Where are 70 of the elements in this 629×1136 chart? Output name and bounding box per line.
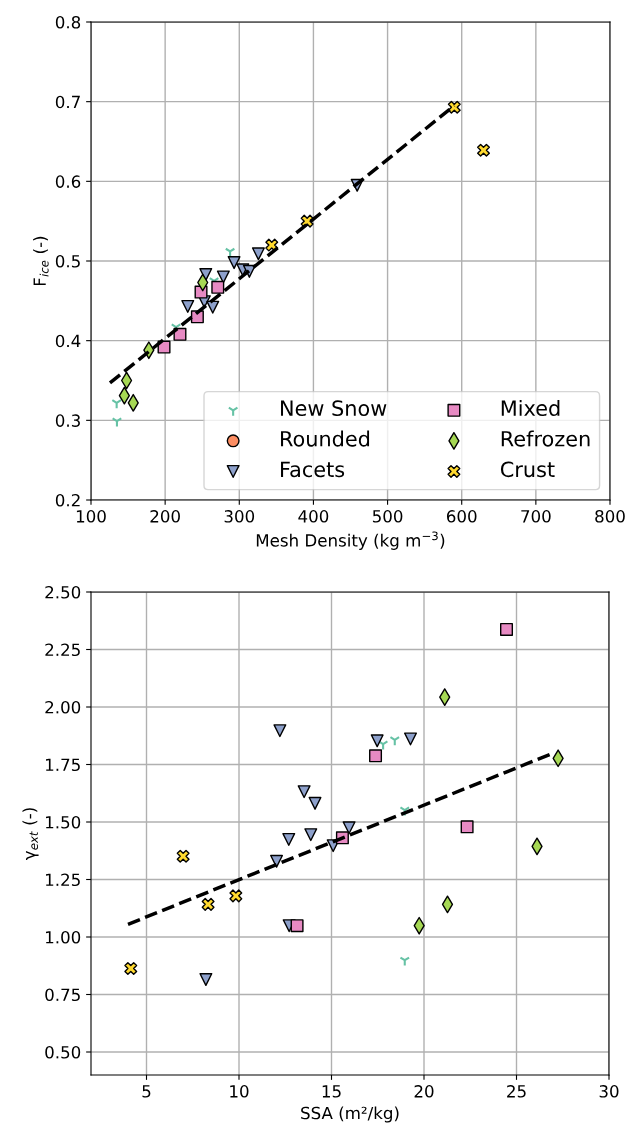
y-tick-label: 0.2 [55,493,80,507]
point [297,785,311,799]
point [176,849,190,863]
y-tick-label: 1.00 [46,930,81,944]
x-tick-label: 10 [230,1085,249,1098]
point [270,854,284,868]
legend-label: Rounded [281,430,370,447]
x-axis-title: SSA (m²/kg) [301,1106,399,1123]
y-axis-title: F$_{ice}$ (-) [33,236,49,286]
legend-label: Facets [281,461,345,478]
y-tick-label: 2.25 [45,643,80,657]
x-axis-title: Mesh Density (kg m$^{−3}$) [256,531,445,550]
point [216,270,230,284]
y-tick-label: 0.50 [45,1045,81,1059]
point [251,247,265,261]
point [447,100,461,114]
point [282,832,296,846]
point [369,749,383,763]
x-tick-label: 600 [446,510,477,523]
point [477,143,491,157]
x-tick-label: 25 [507,1085,526,1098]
point [370,734,384,748]
y-tick-label: 0.7 [55,95,80,109]
y-tick-label: 2.00 [45,700,81,714]
y-tick-label: 0.75 [45,988,80,1002]
y-axis-title: γ$_{ext}$ (-) [22,808,39,860]
y-tick-label: 0.3 [55,414,80,427]
y-tick-label: 1.75 [46,758,80,772]
point [500,622,514,636]
y-tick-label: 0.6 [55,175,81,188]
point [206,300,220,314]
point [399,956,411,967]
x-tick-label: 30 [599,1085,619,1098]
point [403,732,417,746]
point [111,399,122,410]
y-tick-label: 0.8 [55,15,81,29]
y-tick-label: 0.4 [55,334,81,348]
point [211,280,225,294]
x-tick-label: 400 [298,510,329,523]
y-tick-label: 2.50 [45,585,81,599]
x-tick-label: 500 [372,510,403,523]
point [111,417,123,428]
point [389,736,401,747]
point [304,828,318,842]
x-tick-label: 20 [414,1085,434,1098]
legend-label: New Snow [281,400,387,417]
x-tick-label: 300 [224,510,255,523]
point [308,796,322,810]
point [460,820,474,834]
point [199,973,213,987]
point [342,821,356,835]
x-tick-label: 15 [322,1085,341,1098]
x-tick-label: 700 [521,510,551,523]
point [290,919,304,933]
point [227,256,241,270]
x-tick-label: 5 [142,1085,151,1098]
y-tick-label: 1.50 [46,815,81,829]
x-tick-label: 200 [150,510,180,523]
point [124,962,138,976]
legend-label: Refrozen [501,430,590,447]
point [181,299,195,313]
point [273,724,287,738]
legend-label: Crust [500,461,555,478]
x-tick-label: 100 [76,510,106,523]
y-tick-label: 0.5 [55,254,80,268]
point [201,897,215,911]
x-tick-label: 800 [595,510,625,523]
y-tick-label: 1.25 [46,873,80,887]
point [229,889,243,903]
legend-label: Mixed [501,399,560,417]
